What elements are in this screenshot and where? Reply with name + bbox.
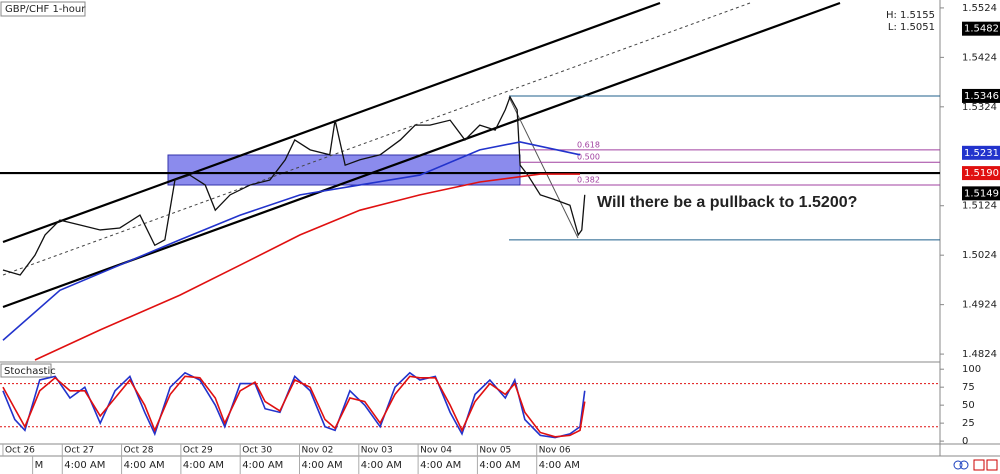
fib-label: 0.618 bbox=[577, 140, 600, 149]
icon[interactable] bbox=[959, 460, 969, 470]
time-label: 4:00 AM bbox=[420, 460, 461, 471]
y-tick-label: 1.4924 bbox=[962, 300, 997, 311]
icon[interactable] bbox=[953, 460, 963, 470]
price-tag-label: 1.5149 bbox=[964, 188, 999, 199]
pane-title: Stochastic bbox=[4, 366, 56, 377]
price-tag bbox=[962, 145, 1000, 160]
time-label: 4:00 AM bbox=[479, 460, 520, 471]
y-tick-label: 1.5424 bbox=[962, 52, 997, 63]
x-tick-label: Oct 29 bbox=[183, 446, 213, 456]
icon[interactable] bbox=[986, 459, 998, 471]
price-tag-label: 1.5482 bbox=[964, 24, 999, 35]
high-label: H: 1.5155 bbox=[886, 10, 935, 21]
time-label: 4:00 AM bbox=[64, 460, 105, 471]
time-label: 4:00 AM bbox=[124, 460, 165, 471]
title-box bbox=[0, 1, 86, 17]
series-line bbox=[2, 95, 586, 276]
price-tag bbox=[962, 186, 1000, 201]
annotation: Will there be a pullback to 1.5200? bbox=[597, 194, 857, 211]
series-line bbox=[2, 141, 581, 341]
y-tick-label: 1.5524 bbox=[962, 3, 997, 14]
price-tag-label: 1.5190 bbox=[964, 168, 999, 179]
channel-mid bbox=[2, 2, 751, 276]
chart-title: GBP/CHF 1-hour bbox=[5, 4, 86, 15]
series-line bbox=[34, 173, 581, 361]
x-tick-label: Nov 03 bbox=[361, 446, 393, 456]
y-tick-label: 0 bbox=[962, 436, 968, 447]
icon[interactable] bbox=[973, 459, 985, 471]
x-tick-label: Oct 30 bbox=[242, 446, 272, 456]
price-tag-label: 1.5346 bbox=[964, 91, 999, 102]
y-tick-label: 1.5024 bbox=[962, 250, 997, 261]
x-tick-label: Oct 27 bbox=[64, 446, 94, 456]
time-label: 4:00 AM bbox=[242, 460, 283, 471]
x-tick-label: Oct 26 bbox=[5, 446, 35, 456]
fib-label: 0.382 bbox=[577, 175, 600, 184]
y-tick-label: 100 bbox=[962, 364, 981, 375]
time-label: 4:00 AM bbox=[183, 460, 224, 471]
toolbar-icons[interactable] bbox=[953, 459, 998, 471]
y-tick-label: 25 bbox=[962, 418, 975, 429]
price-tag bbox=[962, 88, 1000, 103]
fib-label: 0.500 bbox=[577, 153, 600, 162]
x-tick-label: Oct 28 bbox=[124, 446, 154, 456]
y-tick-label: 1.4824 bbox=[962, 349, 997, 360]
y-tick-label: 1.5124 bbox=[962, 201, 997, 212]
low-label: L: 1.5051 bbox=[888, 22, 935, 33]
price-tag bbox=[962, 166, 1000, 181]
time-label: 4:00 AM bbox=[539, 460, 580, 471]
x-tick-label: Nov 04 bbox=[420, 446, 452, 456]
x-tick-label: Nov 02 bbox=[301, 446, 333, 456]
price-tag-label: 1.5231 bbox=[964, 148, 999, 159]
fib-trend bbox=[508, 96, 579, 239]
title-box bbox=[0, 363, 52, 378]
x-tick-label: Nov 05 bbox=[479, 446, 511, 456]
y-tick-label: 50 bbox=[962, 400, 975, 411]
channel-upper bbox=[2, 1, 661, 244]
x-tick-label: Nov 06 bbox=[539, 446, 571, 456]
series-line bbox=[2, 375, 586, 438]
y-tick-label: 1.5324 bbox=[962, 102, 997, 113]
y-tick-label: 75 bbox=[962, 382, 975, 393]
time-label: 4:00 AM bbox=[301, 460, 342, 471]
time-label: 4:00 AM bbox=[361, 460, 402, 471]
price-tag bbox=[962, 21, 1000, 36]
time-label: M bbox=[35, 460, 44, 471]
